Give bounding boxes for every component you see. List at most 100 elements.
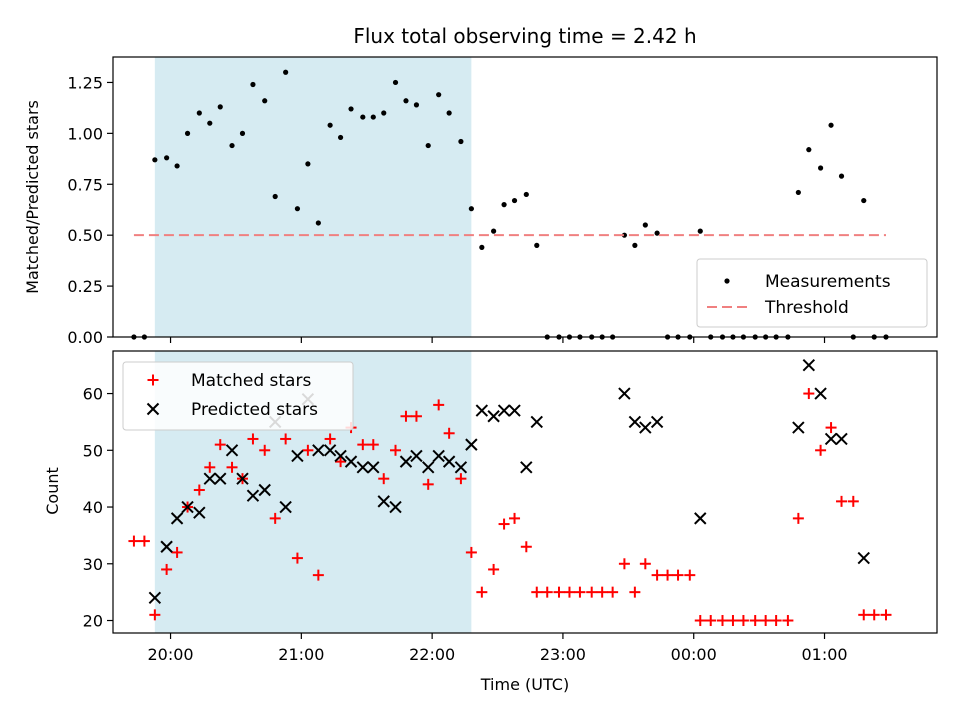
bottom-axis-ticks: 20 30 40 50 60 20:00 21:00 22:00 23:00 00:00 01:00	[83, 385, 848, 664]
matched-star-point	[727, 615, 739, 627]
matched-star-point	[509, 512, 521, 524]
predicted-star-point	[356, 461, 370, 474]
measurement-point	[795, 189, 801, 196]
matched-star-point	[770, 615, 782, 627]
matched-star-point	[803, 388, 815, 400]
matched-star-point	[410, 410, 422, 422]
chart-title: Flux total observing time = 2.42 h	[353, 24, 696, 48]
matched-star-point	[672, 569, 684, 581]
x-tick-label: 22:00	[409, 645, 455, 664]
matched-star-point	[138, 535, 150, 547]
matched-star-point	[531, 586, 543, 598]
matched-star-point	[378, 473, 390, 485]
bottom-axes-frame	[112, 350, 938, 634]
measurement-point	[337, 134, 344, 141]
predicted-star-point	[824, 432, 838, 446]
matched-star-point	[247, 433, 259, 445]
measurement-point	[523, 191, 529, 198]
predicted-star-point	[279, 500, 292, 514]
matched-star-point	[161, 563, 173, 575]
matched-star-point	[749, 615, 761, 627]
measurement-point	[272, 193, 278, 200]
matched-star-point	[847, 495, 859, 507]
legend-box	[122, 361, 354, 431]
predicted-star-point	[618, 387, 631, 400]
measurement-point	[838, 173, 845, 179]
predicted-star-point	[160, 540, 173, 553]
y-tick-label: 40	[83, 498, 103, 517]
top-legend: Measurements Threshold	[696, 258, 928, 328]
matched-star-point	[836, 495, 848, 507]
predicted-star-point	[802, 358, 816, 372]
predicted-star-point	[508, 404, 521, 417]
measurement-point	[413, 102, 420, 108]
matched-star-point	[858, 609, 870, 621]
y-tick-label: 30	[83, 555, 103, 574]
matched-star-point	[433, 399, 445, 411]
matched-star-point	[553, 586, 565, 598]
measurement-point	[315, 220, 321, 226]
measurement-point	[511, 197, 518, 204]
measurement-point	[861, 197, 867, 204]
matched-star-point	[193, 484, 205, 496]
y-tick-label: 1.25	[67, 73, 103, 92]
measurement-point	[196, 110, 202, 116]
predicted-star-point	[628, 415, 642, 429]
predicted-star-point	[193, 506, 206, 519]
predicted-star-point	[389, 500, 402, 514]
legend-key-predicted	[146, 402, 160, 416]
measurement-point	[817, 165, 824, 171]
matched-star-point	[400, 410, 412, 422]
y-tick-label: 1.00	[67, 124, 103, 143]
measurement-point	[642, 222, 648, 228]
matched-star-point	[737, 615, 749, 627]
y-tick-label: 0.00	[67, 328, 103, 347]
matched-star-point	[498, 518, 510, 530]
measurement-point	[174, 163, 180, 169]
matched-star-point	[302, 444, 314, 456]
predicted-star-point	[344, 455, 358, 468]
predicted-star-point	[258, 483, 271, 497]
matched-star-point	[563, 586, 575, 598]
measurement-point	[491, 228, 497, 234]
legend-label: Measurements	[765, 272, 891, 292]
y-tick-label: 0.75	[67, 175, 103, 194]
measurement-point	[250, 81, 256, 88]
predicted-star-point	[650, 415, 664, 429]
y-tick-label: 60	[83, 385, 103, 404]
measurement-point	[184, 130, 191, 136]
matched-star-point	[335, 456, 347, 468]
matched-star-point	[465, 546, 477, 558]
matched-star-point	[291, 552, 303, 564]
measurement-point	[828, 122, 834, 128]
matched-star-point	[171, 546, 183, 558]
predicted-star-point	[410, 449, 423, 463]
predicted-star-point	[203, 472, 216, 485]
measurement-point	[654, 230, 660, 236]
top-observing-span	[154, 57, 472, 337]
matched-star-point	[149, 609, 161, 621]
predicted-star-point	[334, 449, 347, 463]
measurement-point	[425, 142, 431, 149]
matched-star-point	[662, 569, 674, 581]
measurement-point	[446, 110, 452, 116]
matched-star-point	[586, 586, 598, 598]
matched-star-point	[367, 439, 379, 451]
predicted-star-point	[214, 472, 227, 485]
predicted-star-point	[454, 461, 468, 474]
measurement-point	[327, 122, 333, 128]
matched-star-point	[618, 558, 630, 570]
predicted-star-point	[432, 449, 445, 463]
legend-key-matched	[147, 374, 159, 386]
matched-star-point	[214, 439, 226, 451]
measurement-point	[381, 110, 387, 116]
predicted-star-point	[520, 461, 533, 474]
top-axes-frame	[112, 56, 938, 338]
matched-star-point	[825, 422, 837, 434]
measurement-point	[479, 244, 485, 250]
legend-label: Threshold	[764, 298, 849, 318]
y-tick-label: 20	[83, 612, 103, 631]
bottom-legend: Matched stars Predicted stars	[122, 361, 354, 431]
measurement-point	[229, 142, 235, 149]
measurement-point	[403, 98, 409, 104]
